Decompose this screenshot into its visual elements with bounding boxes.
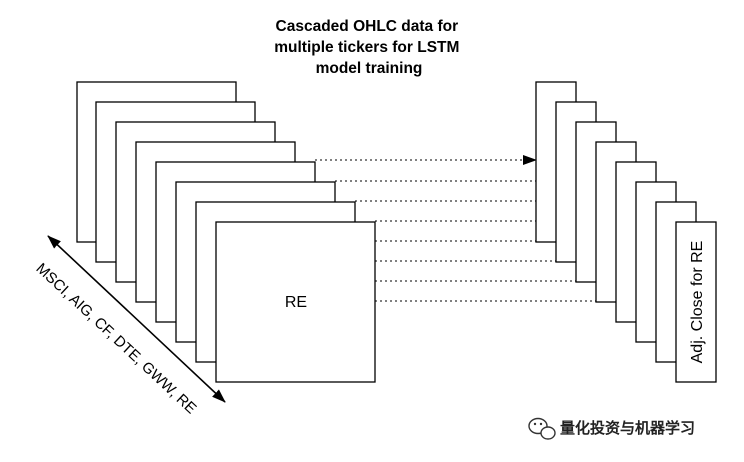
connector-arrows — [315, 155, 677, 306]
ticker-axis-arrow — [47, 235, 226, 403]
output-card-front — [675, 221, 717, 383]
output-card-stack: Adj. Close for RE — [535, 81, 717, 383]
input-card-front — [215, 221, 376, 383]
title-line-1: Cascaded OHLC data for — [276, 18, 459, 35]
title-line-2: multiple tickers for LSTM — [274, 39, 459, 56]
watermark: 量化投资与机器学习 — [528, 417, 695, 440]
output-label: Adj. Close for RE — [689, 241, 706, 364]
title-line-3: model training — [316, 60, 423, 77]
diagram-title: Cascaded OHLC data for multiple tickers … — [274, 18, 463, 77]
wechat-icon — [528, 417, 556, 440]
front-card-label: RE — [285, 294, 307, 311]
watermark-text: 量化投资与机器学习 — [560, 419, 695, 437]
